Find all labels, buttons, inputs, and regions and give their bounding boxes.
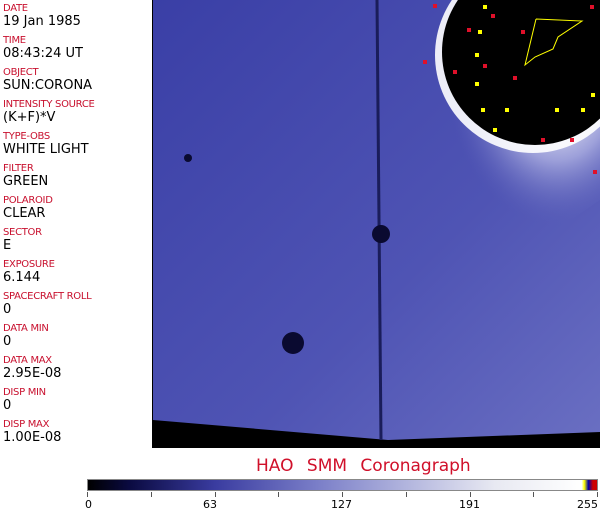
field-sector: SECTOR E	[3, 227, 42, 253]
field-value: (K+F)*V	[3, 110, 56, 125]
field-label: DATA MIN	[3, 323, 49, 334]
field-value: WHITE LIGHT	[3, 142, 89, 157]
field-object: OBJECT SUN:CORONA	[3, 67, 92, 93]
colorbar	[87, 479, 598, 491]
colorbar-tick-label: 63	[203, 498, 217, 511]
header-info-panel: DATE 19 Jan 1985 TIME 08:43:24 UT OBJECT SUN:…	[0, 0, 153, 448]
colorbar-tick	[150, 492, 152, 497]
field-exposure: EXPOSURE 6.144	[3, 259, 55, 285]
field-label: POLAROID	[3, 195, 53, 206]
field-value: CLEAR	[3, 206, 46, 221]
colorbar-tick	[342, 492, 343, 497]
colorbar-tick	[469, 492, 471, 497]
field-value: 1.00E-08	[3, 430, 62, 445]
image-title: HAO SMM Coronagraph	[256, 456, 471, 476]
coronagraph-image[interactable]	[153, 0, 600, 448]
field-label: SPACECRAFT ROLL	[3, 291, 92, 302]
field-value: 0	[3, 398, 12, 413]
field-label: DISP MIN	[3, 387, 46, 398]
field-polaroid: POLAROID CLEAR	[3, 195, 53, 221]
colorbar-tick	[533, 492, 535, 497]
field-time: TIME 08:43:24 UT	[3, 35, 83, 61]
field-label: INTENSITY SOURCE	[3, 99, 95, 110]
field-label: OBJECT	[3, 67, 39, 78]
field-label: EXPOSURE	[3, 259, 55, 270]
field-intensity-source: INTENSITY SOURCE (K+F)*V	[3, 99, 95, 125]
colorbar-tick	[214, 492, 216, 497]
field-data-min: DATA MIN 0	[3, 323, 49, 349]
field-label: TIME	[3, 35, 26, 46]
field-label: DATA MAX	[3, 355, 52, 366]
colorbar-tick	[405, 492, 407, 497]
field-date: DATE 19 Jan 1985	[3, 3, 81, 29]
field-value: 6.144	[3, 270, 41, 285]
colorbar-tick-label: 127	[331, 498, 352, 511]
colorbar-tick	[87, 492, 88, 497]
field-value: 0	[3, 334, 12, 349]
field-value: 2.95E-08	[3, 366, 62, 381]
colorbar-tick-label: 0	[85, 498, 92, 511]
colorbar-tick-label: 191	[459, 498, 480, 511]
field-value: 19 Jan 1985	[3, 14, 81, 29]
field-label: DATE	[3, 3, 28, 14]
field-filter: FILTER GREEN	[3, 163, 48, 189]
colorbar-tick-label: 255	[577, 498, 598, 511]
field-label: SECTOR	[3, 227, 42, 238]
field-value: 08:43:24 UT	[3, 46, 83, 61]
colorbar-tick	[597, 492, 598, 497]
colorbar-tick	[278, 492, 280, 497]
field-disp-min: DISP MIN 0	[3, 387, 46, 413]
field-value: 0	[3, 302, 12, 317]
field-value: GREEN	[3, 174, 49, 189]
field-label: TYPE-OBS	[3, 131, 50, 142]
field-value: SUN:CORONA	[3, 78, 93, 93]
field-label: FILTER	[3, 163, 34, 174]
field-type-obs: TYPE-OBS WHITE LIGHT	[3, 131, 89, 157]
field-disp-max: DISP MAX 1.00E-08	[3, 419, 61, 445]
field-data-max: DATA MAX 2.95E-08	[3, 355, 61, 381]
field-label: DISP MAX	[3, 419, 50, 430]
field-value: E	[3, 238, 12, 253]
field-spacecraft-roll: SPACECRAFT ROLL 0	[3, 291, 92, 317]
